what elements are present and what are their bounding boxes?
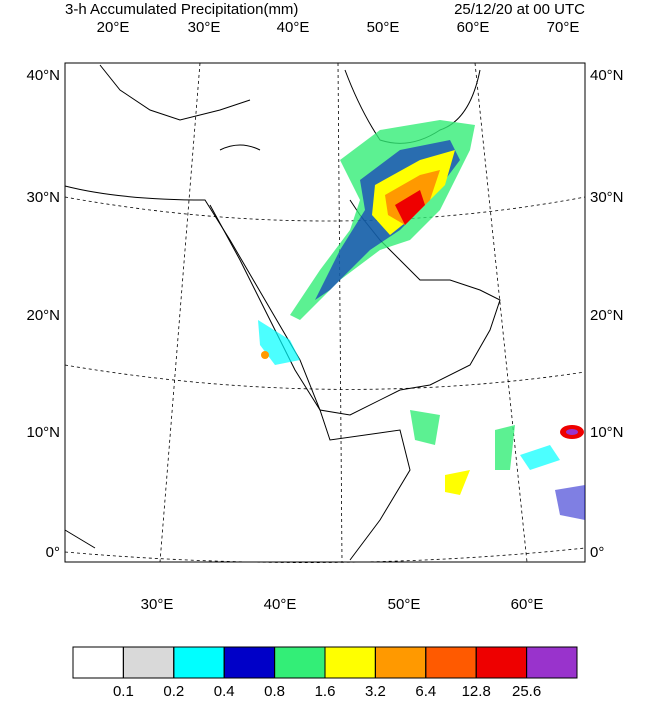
level-label: 1.6 [315,683,336,700]
coastline [219,144,261,151]
lon-label-bottom: 60°E [511,596,544,613]
lat-label-left: 30°N [26,189,60,206]
lon-label-top: 30°E [188,19,221,36]
level-label: 0.1 [113,683,134,700]
color-box [324,646,376,679]
parallel [64,196,586,222]
parallel [64,547,586,563]
lat-label-right: 20°N [590,307,624,324]
lon-label-top: 70°E [547,19,580,36]
level-label: 25.6 [512,683,541,700]
map-labels: 20°E 30°E 40°E 50°E 60°E 70°E 40°N 30°N 20°N 10°N… [26,19,623,613]
color-box [374,646,427,679]
level-label: 12.8 [462,683,491,700]
coastline [209,204,411,561]
color-box [173,646,225,679]
precipitation-field [258,120,585,520]
lon-label-bottom: 50°E [388,596,421,613]
lon-label-bottom: 30°E [141,596,174,613]
title: 3-h Accumulated Precipitation(mm) [65,1,298,18]
color-box [223,646,276,679]
color-box [425,646,477,679]
color-box [526,646,578,679]
color-box [475,646,528,679]
lat-label-right: 10°N [590,424,624,441]
level-label: 0.4 [214,683,235,700]
parallel [64,364,586,390]
map-frame [64,62,586,563]
lat-label-left: 20°N [26,307,60,324]
color-box [274,646,326,679]
lon-label-bottom: 40°E [264,596,297,613]
level-label: 0.2 [163,683,184,700]
lat-label-right: 40°N [590,67,624,84]
lat-label-left: 40°N [26,67,60,84]
coastline [64,529,96,549]
lon-label-top: 20°E [97,19,130,36]
color-box [122,646,175,679]
meridian [337,62,343,563]
valid-time: 25/12/20 at 00 UTC [454,1,585,18]
level-label: 0.8 [264,683,285,700]
lat-label-right: 30°N [590,189,624,206]
map [64,62,586,563]
lat-label-left: 10°N [26,424,60,441]
level-label: 3.2 [365,683,386,700]
level-label: 6.4 [415,683,436,700]
color-box [72,646,124,679]
lon-label-top: 40°E [277,19,310,36]
lat-label-left: 0° [46,544,60,561]
lon-label-top: 50°E [367,19,400,36]
colorbar: 0.1 0.2 0.4 0.8 1.6 3.2 6.4 12.8 25.6 [72,646,578,700]
lat-label-right: 0° [590,544,604,561]
lon-label-top: 60°E [457,19,490,36]
coastline [64,185,501,416]
coastline [99,64,251,121]
